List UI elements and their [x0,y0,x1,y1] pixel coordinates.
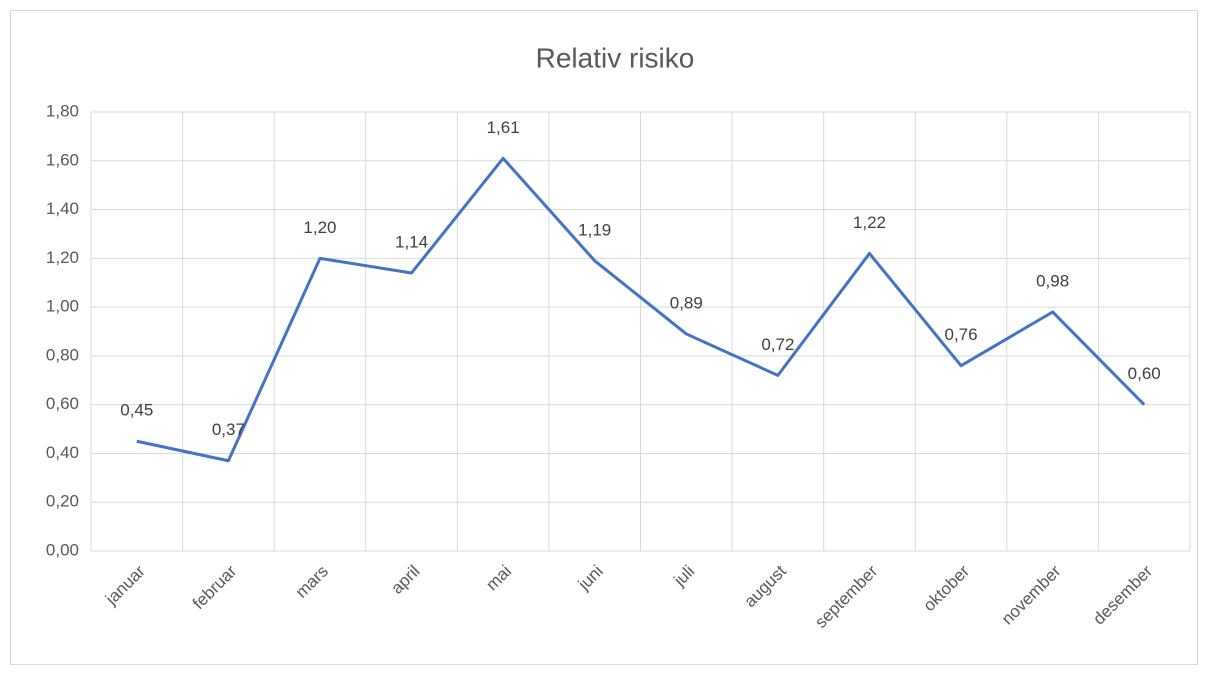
data-label: 0,37 [212,420,245,439]
data-label: 0,45 [120,401,153,420]
y-tick-label: 0,00 [46,540,79,559]
y-tick-label: 0,40 [46,443,79,462]
data-label: 1,19 [578,220,611,239]
y-tick-label: 1,20 [46,248,79,267]
data-label: 0,76 [944,325,977,344]
y-tick-label: 0,80 [46,345,79,364]
line [136,156,1146,463]
y-tick-label: 1,00 [46,297,79,316]
y-tick-label: 0,20 [46,492,79,511]
data-label: 0,60 [1128,364,1161,383]
y-tick-label: 1,60 [46,150,79,169]
data-label: 0,89 [670,293,703,312]
chart-title: Relativ risiko [536,42,695,73]
chart-border [10,10,1198,665]
y-tick-label: 0,60 [46,394,79,413]
y-tick-label: 1,80 [46,101,79,120]
data-label: 1,61 [487,118,520,137]
data-label: 0,72 [761,335,794,354]
data-label: 1,22 [853,213,886,232]
data-label: 0,98 [1036,271,1069,290]
y-tick-label: 1,40 [46,199,79,218]
data-label: 1,14 [395,232,428,251]
data-label: 1,20 [303,218,336,237]
